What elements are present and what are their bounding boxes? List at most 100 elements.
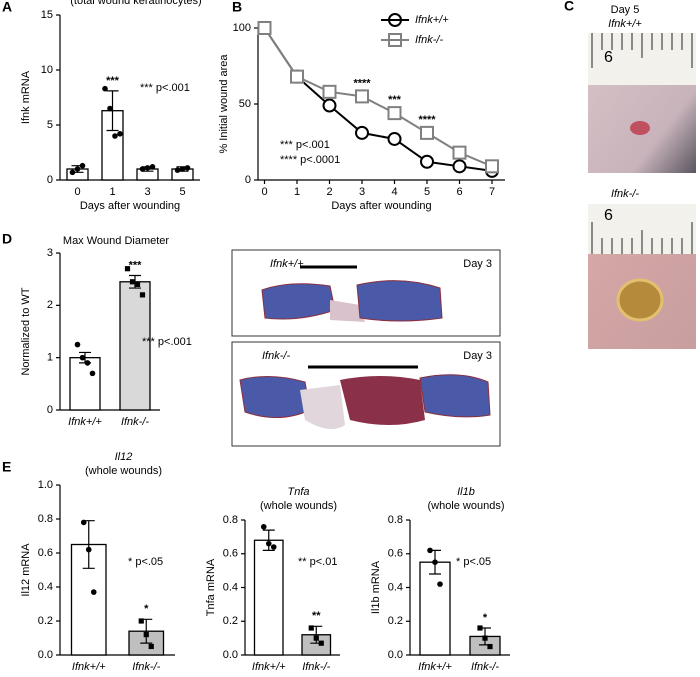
x-tick-label: 7 — [489, 186, 495, 198]
panel-letter: C — [564, 0, 574, 14]
significance: * — [483, 612, 488, 624]
data-point — [144, 165, 151, 171]
ruler-number: 6 — [604, 207, 613, 224]
y-tick-label: 0.8 — [38, 513, 53, 525]
data-point — [107, 105, 113, 112]
data-point — [80, 519, 87, 526]
x-tick-label: 5 — [179, 186, 185, 198]
x-tick-label: 6 — [456, 186, 462, 198]
y-tick-label: 3 — [47, 247, 53, 259]
y-tick-label: 0.0 — [388, 649, 403, 661]
tissue — [261, 283, 336, 320]
data-point — [112, 133, 118, 139]
data-point — [487, 643, 493, 650]
data-point — [102, 85, 108, 92]
data-point — [265, 540, 272, 547]
ruler-ticks — [591, 222, 693, 254]
chart-subtitle: (whole wounds) — [427, 500, 504, 512]
chart-subtitle: (total wound keratinocytes) — [70, 0, 201, 7]
photo-day: Day 5 — [611, 4, 640, 16]
data-point — [138, 618, 144, 624]
y-tick-label: 0.8 — [223, 514, 238, 526]
data-point — [179, 166, 186, 172]
data-point — [124, 266, 131, 272]
data-point — [270, 544, 277, 550]
tissue — [239, 375, 311, 419]
ruler-number: 6 — [604, 49, 613, 66]
x-tick-label: 2 — [326, 186, 332, 198]
bar — [119, 281, 151, 411]
histology-label: Ifnk-/- — [262, 350, 290, 362]
histology-label: Ifnk+/+ — [270, 258, 304, 270]
marker — [452, 145, 467, 160]
data-point — [69, 169, 76, 176]
data-point — [308, 625, 314, 631]
x-tick-label: Ifnk+/+ — [72, 661, 106, 673]
y-tick-label: 10 — [41, 64, 53, 76]
marker — [420, 154, 434, 169]
y-axis-label: Normalized to WT — [20, 287, 32, 375]
bar — [253, 539, 284, 656]
x-tick-label: 5 — [424, 186, 430, 198]
significance: *** — [129, 259, 143, 271]
p-value-note: * p<.05 — [128, 556, 163, 568]
data-point — [74, 341, 81, 348]
x-tick-label: Ifnk-/- — [471, 661, 499, 673]
x-tick-label: 3 — [144, 186, 150, 198]
tissue — [419, 374, 491, 418]
data-point — [79, 354, 86, 361]
y-axis-label: Il12 mRNA — [20, 543, 32, 597]
data-point — [85, 546, 92, 553]
data-point — [79, 162, 86, 169]
data-point — [134, 281, 141, 287]
data-point — [184, 165, 191, 171]
y-tick-label: 15 — [41, 9, 53, 21]
chart-title: Tnfa — [287, 486, 309, 498]
chart-subtitle: (whole wounds) — [260, 500, 337, 512]
y-axis-label: % Initial wound area — [218, 54, 230, 154]
marker — [290, 69, 304, 84]
y-tick-label: 0.2 — [38, 615, 53, 627]
marker — [387, 106, 402, 121]
x-tick-label: Ifnk+/+ — [418, 661, 452, 673]
significance: * — [144, 603, 149, 615]
significance: *** — [388, 94, 402, 106]
x-tick-label: 0 — [74, 186, 80, 198]
wound — [616, 278, 664, 322]
tissue — [330, 300, 365, 322]
x-tick-label: Ifnk+/+ — [252, 661, 286, 673]
significance: **** — [418, 114, 436, 126]
data-point — [432, 559, 438, 565]
panel-letter: D — [2, 231, 12, 247]
x-tick-label: 3 — [359, 186, 365, 198]
y-axis-label: Tnfa mRNA — [205, 558, 217, 616]
significance: **** — [353, 77, 371, 89]
data-point — [148, 643, 154, 650]
y-tick-label: 0.2 — [223, 615, 238, 627]
marker — [322, 84, 337, 99]
y-tick-label: 0.6 — [223, 548, 238, 560]
marker — [452, 159, 467, 174]
data-point — [143, 632, 149, 638]
y-tick-label: 0 — [47, 174, 53, 186]
data-point — [139, 292, 146, 298]
data-point — [318, 640, 324, 646]
x-tick-label: 1 — [294, 186, 300, 198]
p-value-note: *** p<.001 — [140, 82, 190, 94]
x-tick-label: Ifnk-/- — [302, 661, 330, 673]
p-value-note: * p<.05 — [456, 556, 491, 568]
y-tick-label: 0 — [47, 404, 53, 416]
x-tick-label: Ifnk-/- — [121, 416, 149, 428]
tissue — [356, 280, 443, 322]
y-tick-label: 1.0 — [38, 479, 53, 491]
x-tick-label: Ifnk-/- — [132, 661, 160, 673]
photo-label: Ifnk+/+ — [608, 18, 642, 30]
chart-subtitle: (whole wounds) — [85, 465, 162, 477]
y-axis-label: Il1b mRNA — [370, 560, 382, 614]
y-tick-label: 0.2 — [388, 615, 403, 627]
tissue — [300, 385, 345, 429]
legend-label: Ifnk-/- — [415, 34, 443, 46]
data-point — [260, 523, 267, 530]
y-axis-label: Ifnk mRNA — [20, 70, 32, 124]
data-point — [437, 581, 443, 587]
